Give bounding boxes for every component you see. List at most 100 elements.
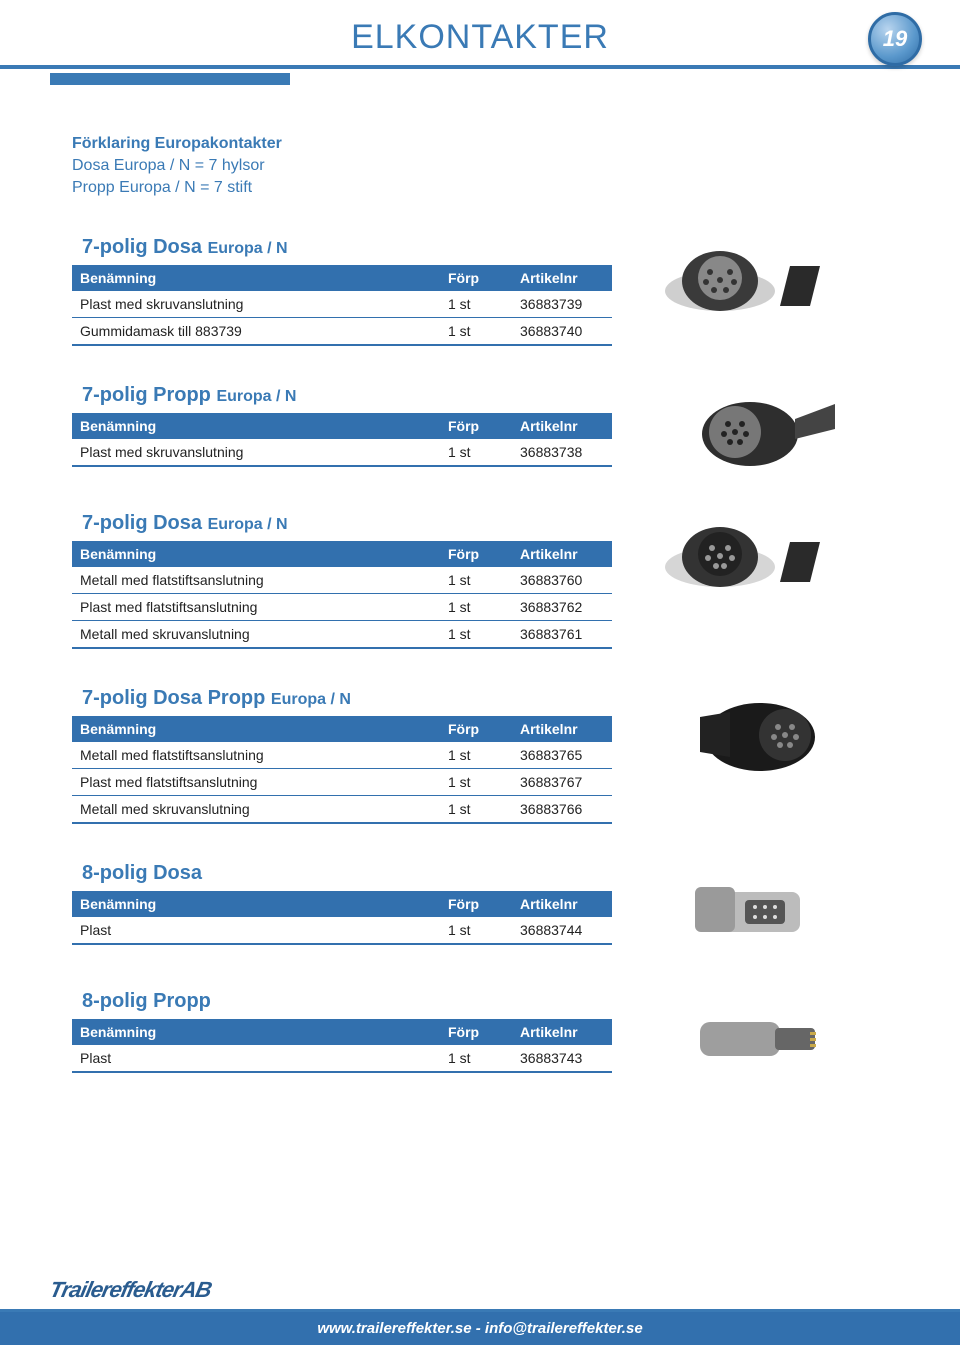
- cell-pack: 1 st: [440, 621, 512, 649]
- product-table: Benämning Förp Artikelnr Metall med flat…: [72, 541, 612, 649]
- table-row: Gummidamask till 883739 1 st 36883740: [72, 318, 612, 346]
- page-header: ELKONTAKTER: [0, 0, 960, 65]
- cell-pack: 1 st: [440, 318, 512, 346]
- product-table: Benämning Förp Artikelnr Plast 1 st 3688…: [72, 1019, 612, 1073]
- table-row: Plast 1 st 36883744: [72, 917, 612, 944]
- cell-name: Plast med skruvanslutning: [72, 439, 440, 466]
- product-table: Benämning Förp Artikelnr Plast med skruv…: [72, 265, 612, 346]
- col-benamning: Benämning: [72, 265, 440, 291]
- col-benamning: Benämning: [72, 413, 440, 439]
- table-row: Metall med flatstiftsanslutning 1 st 368…: [72, 567, 612, 594]
- col-forp: Förp: [440, 541, 512, 567]
- product-section: 8-polig Propp Benämning Förp Artikelnr P…: [72, 990, 910, 1080]
- cell-art: 36883760: [512, 567, 612, 594]
- table-row: Metall med skruvanslutning 1 st 36883761: [72, 621, 612, 649]
- product-table: Benämning Förp Artikelnr Metall med flat…: [72, 716, 612, 824]
- cell-name: Plast: [72, 1045, 440, 1072]
- product-section: 7-polig Dosa Europa / N Benämning Förp A…: [72, 236, 910, 346]
- cell-name: Metall med skruvanslutning: [72, 621, 440, 649]
- page-footer: TrailereffekterAB www.trailereffekter.se…: [0, 1277, 960, 1345]
- cell-art: 36883761: [512, 621, 612, 649]
- col-benamning: Benämning: [72, 541, 440, 567]
- section-title-sub: Europa / N: [208, 240, 288, 257]
- product-image: [640, 862, 860, 952]
- cell-name: Gummidamask till 883739: [72, 318, 440, 346]
- section-title-main: 7-polig Propp: [82, 384, 216, 406]
- cell-art: 36883765: [512, 742, 612, 769]
- col-forp: Förp: [440, 1019, 512, 1045]
- cell-art: 36883740: [512, 318, 612, 346]
- cell-art: 36883743: [512, 1045, 612, 1072]
- product-section: 7-polig Dosa Europa / N Benämning Förp A…: [72, 512, 910, 649]
- intro-title: Förklaring Europakontakter: [72, 135, 910, 153]
- cell-name: Plast med flatstiftsanslutning: [72, 769, 440, 796]
- table-row: Plast med flatstiftsanslutning 1 st 3688…: [72, 769, 612, 796]
- product-image: [640, 236, 860, 326]
- col-artikelnr: Artikelnr: [512, 413, 612, 439]
- cell-name: Plast med skruvanslutning: [72, 291, 440, 318]
- col-benamning: Benämning: [72, 891, 440, 917]
- page-title: ELKONTAKTER: [351, 18, 609, 57]
- product-section: 7-polig Dosa Propp Europa / N Benämning …: [72, 687, 910, 824]
- cell-name: Metall med skruvanslutning: [72, 796, 440, 824]
- product-image: [640, 512, 860, 602]
- section-title-main: 8-polig Propp: [82, 990, 211, 1012]
- footer-logo-text: TrailereffekterAB: [47, 1277, 213, 1302]
- section-title-main: 7-polig Dosa: [82, 236, 208, 258]
- footer-url-text: www.trailereffekter.se - info@trailereff…: [317, 1320, 642, 1337]
- section-title: 7-polig Dosa Europa / N: [72, 512, 612, 541]
- intro-block: Förklaring Europakontakter Dosa Europa /…: [72, 135, 910, 198]
- cell-pack: 1 st: [440, 291, 512, 318]
- footer-url-bar: www.trailereffekter.se - info@trailereff…: [0, 1312, 960, 1345]
- cell-pack: 1 st: [440, 439, 512, 466]
- cell-name: Plast: [72, 917, 440, 944]
- cell-pack: 1 st: [440, 567, 512, 594]
- table-row: Plast 1 st 36883743: [72, 1045, 612, 1072]
- section-title-sub: Europa / N: [216, 388, 296, 405]
- intro-line-2: Propp Europa / N = 7 stift: [72, 177, 910, 199]
- section-title: 8-polig Dosa: [72, 862, 612, 891]
- col-forp: Förp: [440, 265, 512, 291]
- col-artikelnr: Artikelnr: [512, 541, 612, 567]
- cell-name: Metall med flatstiftsanslutning: [72, 567, 440, 594]
- product-image: [640, 990, 860, 1080]
- col-benamning: Benämning: [72, 716, 440, 742]
- product-image: [640, 384, 860, 474]
- section-title-sub: Europa / N: [271, 691, 351, 708]
- header-accent-bar: [50, 73, 290, 85]
- product-table: Benämning Förp Artikelnr Plast med skruv…: [72, 413, 612, 467]
- cell-name: Metall med flatstiftsanslutning: [72, 742, 440, 769]
- cell-art: 36883762: [512, 594, 612, 621]
- page-number: 19: [883, 26, 907, 52]
- table-row: Plast med skruvanslutning 1 st 36883739: [72, 291, 612, 318]
- intro-line-1: Dosa Europa / N = 7 hylsor: [72, 155, 910, 177]
- col-benamning: Benämning: [72, 1019, 440, 1045]
- col-artikelnr: Artikelnr: [512, 265, 612, 291]
- section-title-main: 7-polig Dosa Propp: [82, 687, 271, 709]
- section-title: 7-polig Propp Europa / N: [72, 384, 612, 413]
- cell-name: Plast med flatstiftsanslutning: [72, 594, 440, 621]
- col-forp: Förp: [440, 413, 512, 439]
- product-section: 7-polig Propp Europa / N Benämning Förp …: [72, 384, 910, 474]
- cell-pack: 1 st: [440, 917, 512, 944]
- cell-art: 36883744: [512, 917, 612, 944]
- col-artikelnr: Artikelnr: [512, 891, 612, 917]
- col-artikelnr: Artikelnr: [512, 1019, 612, 1045]
- header-divider: [0, 65, 960, 69]
- section-title: 8-polig Propp: [72, 990, 612, 1019]
- cell-art: 36883739: [512, 291, 612, 318]
- cell-pack: 1 st: [440, 1045, 512, 1072]
- product-image: [640, 687, 860, 777]
- table-row: Metall med skruvanslutning 1 st 36883766: [72, 796, 612, 824]
- cell-pack: 1 st: [440, 796, 512, 824]
- section-title: 7-polig Dosa Europa / N: [72, 236, 612, 265]
- table-row: Plast med flatstiftsanslutning 1 st 3688…: [72, 594, 612, 621]
- col-forp: Förp: [440, 716, 512, 742]
- section-title-main: 8-polig Dosa: [82, 862, 202, 884]
- cell-art: 36883767: [512, 769, 612, 796]
- section-title-sub: Europa / N: [208, 516, 288, 533]
- product-table: Benämning Förp Artikelnr Plast 1 st 3688…: [72, 891, 612, 945]
- footer-logo: TrailereffekterAB: [47, 1277, 213, 1303]
- cell-pack: 1 st: [440, 594, 512, 621]
- page-number-badge: 19: [868, 12, 922, 66]
